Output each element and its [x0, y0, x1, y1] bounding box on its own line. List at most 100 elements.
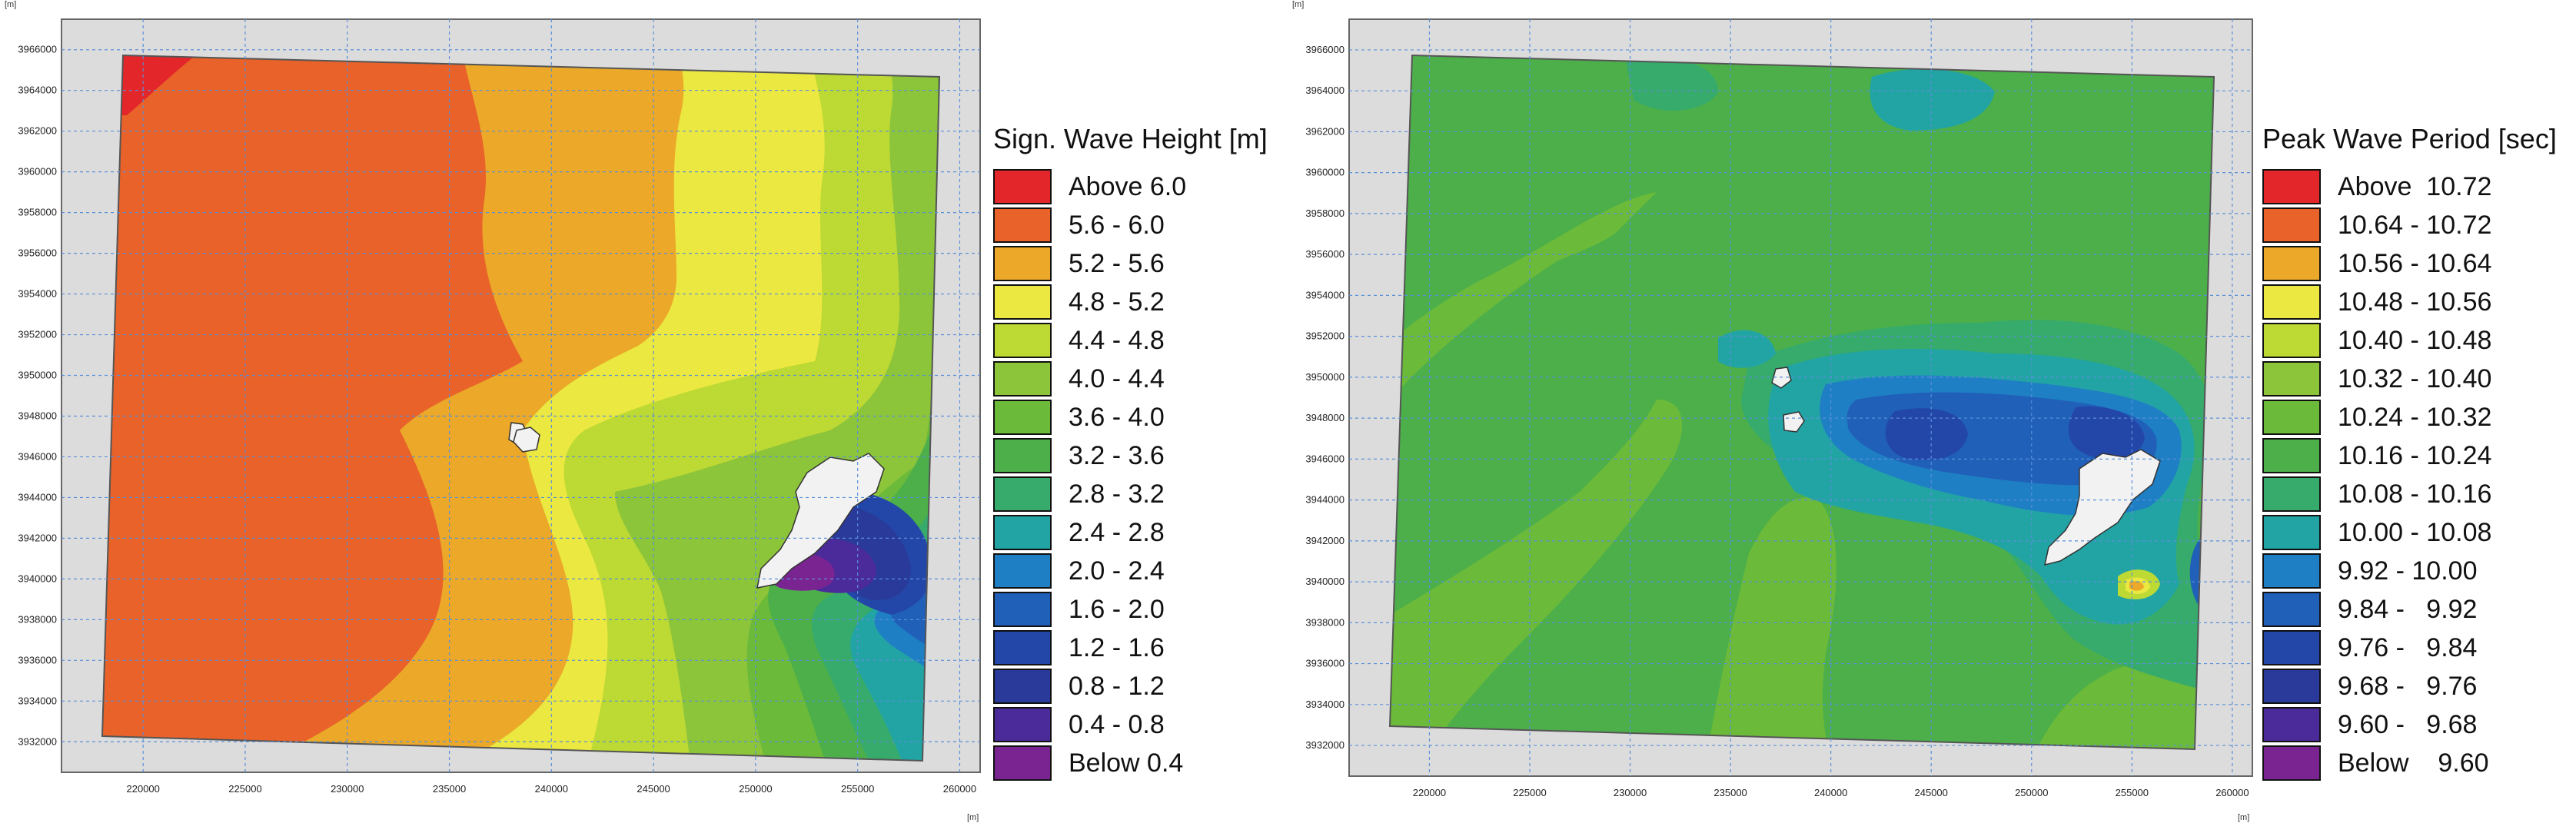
- y-tick-label: 3934000: [18, 695, 57, 706]
- y-tick-label: 3946000: [18, 450, 57, 462]
- x-tick-label: 230000: [1614, 787, 1647, 798]
- legend-wave-height: Sign. Wave Height [m] Above 6.0 5.6 - 6.0…: [993, 123, 1285, 799]
- legend-item: 10.48 - 10.56: [2262, 284, 2491, 320]
- legend-item: Above 10.72: [2262, 169, 2491, 204]
- legend-label: 2.8 - 3.2: [1069, 479, 1165, 509]
- legend-item: 9.60 - 9.68: [2262, 707, 2477, 742]
- legend-swatch: [2262, 438, 2321, 473]
- legend-swatch: [2262, 669, 2321, 704]
- legend-item: 1.2 - 1.6: [993, 630, 1165, 665]
- legend-swatch: [993, 246, 1052, 281]
- legend-swatch: [993, 400, 1052, 435]
- legend-swatch: [2262, 400, 2321, 435]
- y-tick-label: 3950000: [18, 370, 57, 381]
- legend-label: 1.6 - 2.0: [1069, 594, 1165, 624]
- y-axis-unit: [m]: [5, 0, 17, 9]
- x-axis-ticks: 220000 225000 230000 235000 240000 245000 2500…: [127, 783, 977, 795]
- y-tick-label: 3964000: [18, 85, 57, 96]
- x-axis-ticks: 220000 225000 230000 235000 240000 245000 2500…: [1413, 787, 2249, 798]
- y-tick-label: 3942000: [1305, 535, 1345, 546]
- legend-swatch: [993, 515, 1052, 550]
- y-tick-label: 3932000: [1305, 739, 1345, 751]
- legend-item: 10.56 - 10.64: [2262, 246, 2491, 281]
- y-tick-label: 3956000: [1305, 248, 1345, 260]
- chart-panel-wave-height: 220000 225000 230000 235000 240000 245000 2500…: [5, 0, 1285, 822]
- legend-label: 0.8 - 1.2: [1069, 671, 1165, 701]
- legend-item: 2.8 - 3.2: [993, 476, 1165, 512]
- y-tick-label: 3942000: [18, 532, 57, 543]
- legend-swatch: [2262, 246, 2321, 281]
- legend-label: 4.0 - 4.4: [1069, 363, 1165, 393]
- y-tick-label: 3960000: [1305, 167, 1345, 178]
- y-tick-label: 3944000: [1305, 494, 1345, 506]
- legend-swatch: [2262, 553, 2321, 589]
- legend-label: 10.48 - 10.56: [2338, 287, 2492, 317]
- legend-item: 9.76 - 9.84: [2262, 630, 2477, 665]
- legend-swatch: [993, 630, 1052, 665]
- legend-swatch: [993, 669, 1052, 704]
- legend-label: Below 0.4: [1069, 748, 1184, 778]
- x-tick-label: 240000: [1814, 787, 1847, 798]
- legend-item: 4.0 - 4.4: [993, 361, 1165, 397]
- legend-item: Above 6.0: [993, 169, 1186, 204]
- y-tick-label: 3954000: [1305, 289, 1345, 300]
- legend-item: 9.68 - 9.76: [2262, 669, 2477, 704]
- contour-above-6.0: [115, 55, 208, 115]
- legend-item: 3.6 - 4.0: [993, 400, 1165, 435]
- y-tick-label: 3958000: [18, 207, 57, 218]
- legend-label: 10.00 - 10.08: [2338, 517, 2492, 547]
- y-tick-label: 3940000: [1305, 576, 1345, 587]
- legend-item: 10.64 - 10.72: [2262, 207, 2491, 243]
- island-large: [2044, 449, 2161, 566]
- x-tick-label: 235000: [433, 783, 466, 795]
- y-tick-label: 3940000: [18, 572, 57, 584]
- legend-item: 9.92 - 10.00: [2262, 553, 2477, 589]
- y-axis-ticks: 3966000 3964000 3962000 3960000 3958000 39560…: [18, 44, 57, 748]
- legend-swatch: [2262, 515, 2321, 550]
- contour-10.56-10.64: [2129, 581, 2144, 591]
- legend-item: 2.0 - 2.4: [993, 553, 1165, 589]
- x-tick-label: 260000: [943, 783, 976, 795]
- legend-swatch: [2262, 630, 2321, 665]
- legend-swatch: [2262, 361, 2321, 397]
- legend-item: 5.2 - 5.6: [993, 246, 1165, 281]
- legend-item: 3.2 - 3.6: [993, 438, 1165, 473]
- y-tick-label: 3966000: [18, 44, 57, 55]
- legend-item: 10.08 - 10.16: [2262, 476, 2491, 512]
- island-small-a: [1771, 367, 1792, 389]
- chart-panel-peak-period: 220000 225000 230000 235000 240000 245000 2500…: [1288, 0, 2576, 833]
- y-tick-label: 3956000: [18, 247, 57, 259]
- y-tick-label: 3936000: [18, 654, 57, 665]
- x-tick-label: 220000: [127, 783, 160, 795]
- legend-label: Above 10.72: [2338, 171, 2492, 201]
- contour-10.24-10.32-b: [1390, 400, 1683, 749]
- y-tick-label: 3938000: [1305, 616, 1345, 628]
- y-tick-label: 3946000: [1305, 453, 1345, 464]
- x-tick-label: 245000: [1915, 787, 1948, 798]
- legend-item: 10.40 - 10.48: [2262, 323, 2491, 358]
- x-tick-label: 260000: [2215, 787, 2249, 798]
- legend-swatch: [993, 745, 1052, 781]
- legend-item: 4.4 - 4.8: [993, 323, 1165, 358]
- x-tick-label: 240000: [535, 783, 568, 795]
- island-small-b: [513, 426, 540, 453]
- legend-swatch: [993, 169, 1052, 204]
- x-tick-label: 255000: [841, 783, 874, 795]
- x-tick-label: 255000: [2116, 787, 2149, 798]
- legend-label: Above 6.0: [1069, 171, 1187, 201]
- legend-swatch: [993, 207, 1052, 243]
- legend-swatch: [993, 438, 1052, 473]
- legend-swatch: [993, 476, 1052, 512]
- legend-label: 9.76 - 9.84: [2338, 632, 2478, 662]
- legend-label: 9.68 - 9.76: [2338, 671, 2478, 701]
- legend-swatch: [993, 553, 1052, 589]
- legend-item: 1.6 - 2.0: [993, 592, 1165, 627]
- legend-label: 9.60 - 9.68: [2338, 709, 2478, 739]
- legend-swatch: [2262, 592, 2321, 627]
- y-tick-label: 3948000: [1305, 412, 1345, 423]
- legend-label: 10.08 - 10.16: [2338, 479, 2492, 509]
- x-tick-label: 250000: [2015, 787, 2048, 798]
- legend-item: Below 0.4: [993, 745, 1183, 781]
- legend-item: 0.4 - 0.8: [993, 707, 1165, 742]
- x-tick-label: 250000: [739, 783, 772, 795]
